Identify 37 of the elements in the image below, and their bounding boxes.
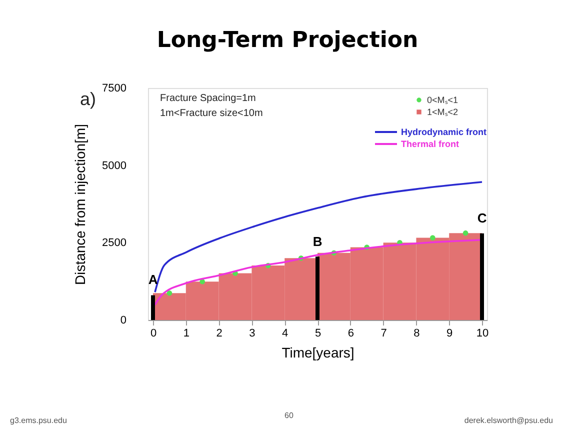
point xyxy=(430,235,436,240)
x-tick-label: 3 xyxy=(249,328,256,340)
bar xyxy=(480,233,484,320)
text: 60 xyxy=(284,411,294,420)
point xyxy=(462,230,468,236)
annotation: Fracture Spacing=1m xyxy=(160,93,256,104)
x-tick-label: 8 xyxy=(414,328,420,340)
x-tick-label: 0 xyxy=(150,328,157,340)
annotation: B xyxy=(312,234,322,249)
bar xyxy=(316,256,320,320)
y-tick-label: 2500 xyxy=(102,237,126,250)
x-tick-label: 7 xyxy=(380,328,387,340)
y-tick-label: 0 xyxy=(120,314,126,326)
x-tick-label: 5 xyxy=(314,328,322,340)
annotation: C xyxy=(477,210,488,226)
legend-label: 1<Mₛ<2 xyxy=(427,107,458,117)
x-tick-label: 10 xyxy=(476,328,489,340)
x-axis-title: Time[years] xyxy=(282,344,354,360)
x-tick-label: 4 xyxy=(282,328,288,340)
y-tick-label: 5000 xyxy=(102,160,126,172)
y-axis-title: Distance from injection[m] xyxy=(72,124,88,286)
text: derek.elsworth@psu.edu xyxy=(464,416,553,425)
chart-title: Long-Term Projection xyxy=(156,28,418,53)
x-tick-label: 9 xyxy=(446,328,453,340)
annotation: A xyxy=(148,272,158,287)
point xyxy=(166,290,172,296)
legend-label: 0<Mₛ<1 xyxy=(427,95,458,105)
x-tick-label: 6 xyxy=(348,328,354,340)
legend-label: Hydrodynamic front xyxy=(401,127,487,137)
x-tick-label: 2 xyxy=(216,328,222,340)
text: g3.ems.psu.edu xyxy=(10,416,67,425)
text: a) xyxy=(80,89,96,109)
annotation: 1m<Fracture size<10m xyxy=(160,108,263,119)
legend-label: Thermal front xyxy=(401,139,460,149)
bar xyxy=(151,295,155,320)
x-tick-label: 1 xyxy=(183,328,190,340)
y-tick-label: 7500 xyxy=(102,82,126,94)
